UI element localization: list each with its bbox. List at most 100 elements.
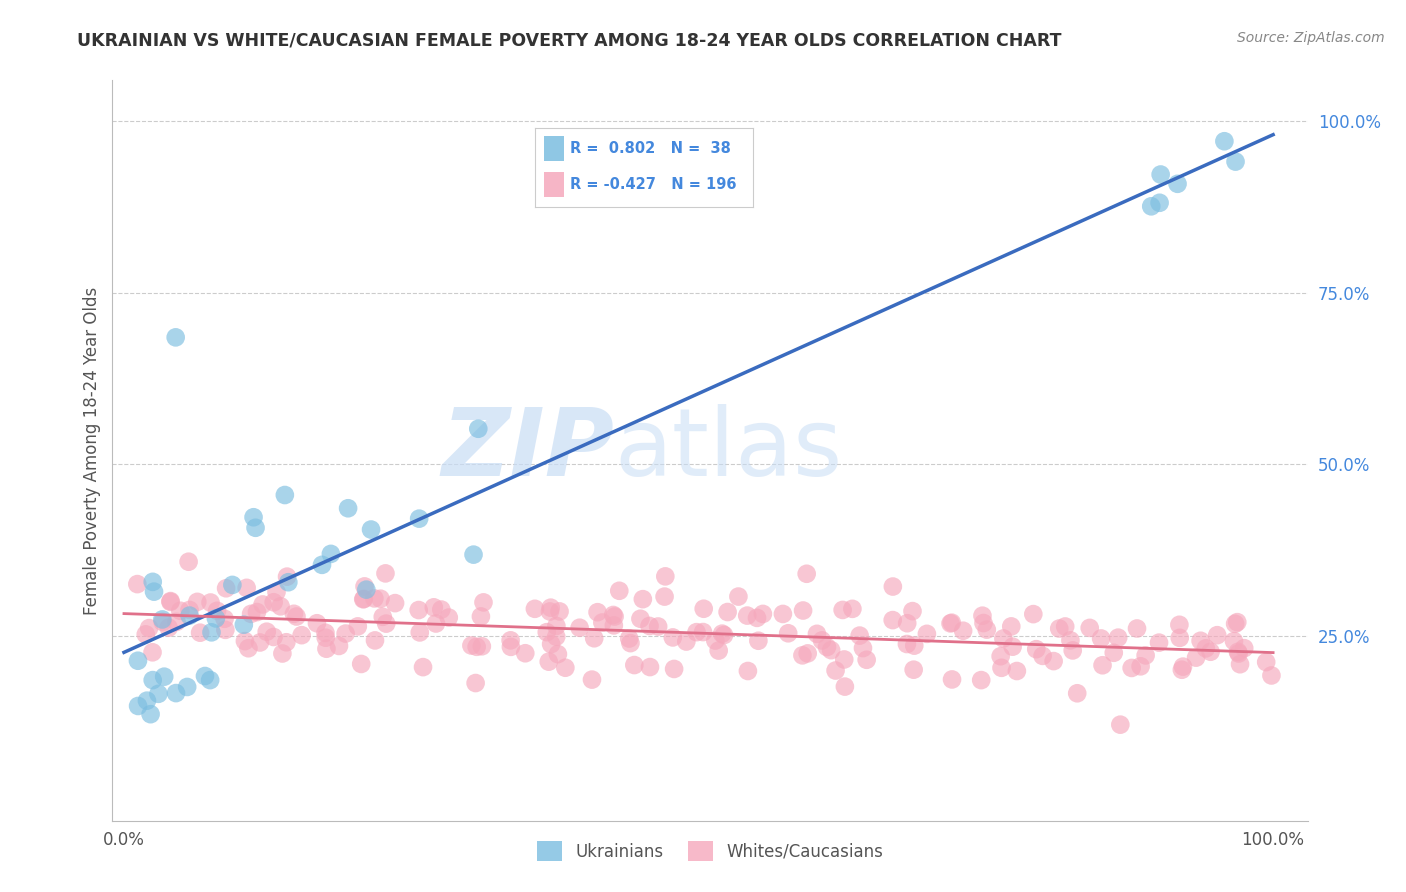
Point <box>127 654 149 668</box>
Point <box>423 600 446 615</box>
Point <box>205 604 228 618</box>
Point <box>235 581 257 595</box>
Point <box>623 658 645 673</box>
Point <box>169 604 191 618</box>
Point <box>352 592 374 607</box>
Point <box>350 657 373 671</box>
Point <box>654 590 676 604</box>
Point <box>735 608 758 623</box>
Point <box>713 628 735 642</box>
Point <box>939 616 962 631</box>
Point <box>586 605 609 619</box>
Point <box>274 488 297 502</box>
Point <box>188 625 211 640</box>
Point <box>245 521 267 535</box>
Text: UKRAINIAN VS WHITE/CAUCASIAN FEMALE POVERTY AMONG 18-24 YEAR OLDS CORRELATION CH: UKRAINIAN VS WHITE/CAUCASIAN FEMALE POVE… <box>77 31 1062 49</box>
Point <box>179 608 201 623</box>
Point <box>319 547 342 561</box>
Point <box>547 647 569 661</box>
Point <box>472 595 495 609</box>
Point <box>796 647 818 661</box>
Point <box>1195 641 1218 656</box>
Point <box>194 669 217 683</box>
Point <box>882 580 904 594</box>
Point <box>370 591 392 606</box>
Point <box>546 630 568 644</box>
Point <box>554 661 576 675</box>
Point <box>990 661 1012 675</box>
Point <box>548 604 571 618</box>
Point <box>252 598 274 612</box>
Point <box>619 636 641 650</box>
Point <box>1025 642 1047 657</box>
Point <box>1147 635 1170 649</box>
Point <box>364 633 387 648</box>
Point <box>941 673 963 687</box>
Point <box>1149 195 1171 210</box>
Point <box>463 548 485 562</box>
Point <box>1102 646 1125 660</box>
Point <box>882 613 904 627</box>
Point <box>1199 645 1222 659</box>
Point <box>1225 154 1247 169</box>
Point <box>711 626 734 640</box>
Point <box>832 652 855 666</box>
Point <box>1140 199 1163 213</box>
Point <box>820 643 842 657</box>
Point <box>198 673 221 687</box>
Point <box>285 609 308 624</box>
Point <box>1167 177 1189 191</box>
Point <box>630 612 652 626</box>
Point <box>896 637 918 651</box>
Point <box>901 604 924 618</box>
Point <box>176 680 198 694</box>
Point <box>270 599 292 614</box>
Point <box>1223 634 1246 648</box>
Point <box>811 633 834 648</box>
Point <box>772 607 794 621</box>
Point <box>778 626 800 640</box>
Point <box>263 630 285 644</box>
Point <box>727 590 749 604</box>
Point <box>271 647 294 661</box>
Point <box>685 625 707 640</box>
Point <box>973 615 995 630</box>
Point <box>465 640 488 654</box>
Point <box>1059 633 1081 648</box>
Point <box>412 660 434 674</box>
Point <box>536 625 558 640</box>
Point <box>1260 668 1282 682</box>
Point <box>1000 619 1022 633</box>
Point <box>1233 641 1256 656</box>
Point <box>1066 686 1088 700</box>
Point <box>470 609 492 624</box>
Point <box>256 624 278 639</box>
Y-axis label: Female Poverty Among 18-24 Year Olds: Female Poverty Among 18-24 Year Olds <box>83 286 101 615</box>
Point <box>238 641 260 656</box>
Point <box>852 641 875 656</box>
Point <box>581 673 603 687</box>
Text: atlas: atlas <box>614 404 842 497</box>
Point <box>993 632 1015 646</box>
Point <box>430 602 453 616</box>
Point <box>153 670 176 684</box>
Point <box>638 660 661 674</box>
Point <box>360 523 382 537</box>
Point <box>1121 661 1143 675</box>
Point <box>328 639 350 653</box>
Point <box>159 595 181 609</box>
Point <box>200 625 222 640</box>
Point <box>568 621 591 635</box>
Point <box>662 631 685 645</box>
Bar <box>544 136 564 161</box>
Point <box>792 603 814 617</box>
Point <box>1226 615 1249 629</box>
Point <box>1229 657 1251 672</box>
Point <box>716 605 738 619</box>
Point <box>745 611 768 625</box>
Point <box>233 634 256 648</box>
Point <box>135 627 157 641</box>
Point <box>704 633 727 648</box>
Point <box>848 629 870 643</box>
Point <box>662 662 685 676</box>
